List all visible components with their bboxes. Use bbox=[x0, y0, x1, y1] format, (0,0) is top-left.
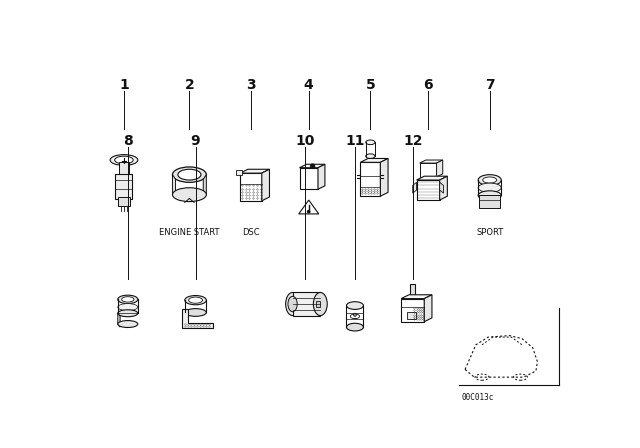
Bar bbox=[118, 197, 130, 206]
Text: 12: 12 bbox=[403, 134, 422, 148]
Polygon shape bbox=[182, 310, 212, 328]
Polygon shape bbox=[440, 182, 444, 193]
Ellipse shape bbox=[346, 302, 364, 310]
Ellipse shape bbox=[118, 310, 138, 317]
Text: 4: 4 bbox=[304, 78, 314, 91]
Text: 11: 11 bbox=[345, 134, 365, 148]
Ellipse shape bbox=[285, 293, 300, 315]
Ellipse shape bbox=[172, 188, 206, 202]
Polygon shape bbox=[262, 169, 269, 201]
Bar bbox=[479, 195, 500, 208]
Polygon shape bbox=[360, 162, 380, 196]
Polygon shape bbox=[380, 159, 388, 196]
Ellipse shape bbox=[178, 169, 201, 180]
Text: 5: 5 bbox=[365, 78, 375, 91]
Ellipse shape bbox=[314, 293, 327, 315]
Text: 10: 10 bbox=[295, 134, 315, 148]
Ellipse shape bbox=[118, 304, 138, 310]
Ellipse shape bbox=[172, 167, 206, 182]
Ellipse shape bbox=[346, 323, 364, 331]
Ellipse shape bbox=[365, 154, 375, 159]
Polygon shape bbox=[172, 175, 175, 198]
Polygon shape bbox=[417, 176, 447, 180]
Ellipse shape bbox=[122, 297, 134, 302]
Ellipse shape bbox=[110, 155, 138, 165]
Ellipse shape bbox=[118, 321, 138, 327]
Ellipse shape bbox=[288, 296, 297, 312]
Bar bbox=[236, 170, 242, 175]
Ellipse shape bbox=[475, 374, 489, 380]
Bar bbox=[406, 312, 416, 319]
Bar bbox=[118, 162, 129, 176]
Polygon shape bbox=[118, 313, 120, 327]
Text: 7: 7 bbox=[485, 78, 495, 91]
Circle shape bbox=[310, 164, 315, 168]
Polygon shape bbox=[401, 299, 424, 322]
Ellipse shape bbox=[478, 183, 501, 192]
Bar bbox=[410, 284, 415, 298]
Polygon shape bbox=[417, 180, 440, 200]
Polygon shape bbox=[436, 160, 443, 177]
Polygon shape bbox=[420, 163, 436, 177]
Ellipse shape bbox=[118, 295, 138, 304]
Polygon shape bbox=[424, 295, 432, 322]
Polygon shape bbox=[300, 168, 318, 189]
Text: 6: 6 bbox=[423, 78, 433, 91]
Ellipse shape bbox=[115, 156, 133, 164]
Bar bbox=[316, 301, 320, 307]
Ellipse shape bbox=[185, 309, 206, 316]
Polygon shape bbox=[360, 159, 388, 162]
Ellipse shape bbox=[189, 297, 202, 303]
Text: ENGINE START: ENGINE START bbox=[159, 228, 220, 237]
Text: SPORT: SPORT bbox=[476, 228, 503, 237]
Polygon shape bbox=[440, 176, 447, 200]
Ellipse shape bbox=[185, 296, 206, 305]
Polygon shape bbox=[204, 175, 206, 198]
Polygon shape bbox=[240, 169, 269, 173]
Text: 8: 8 bbox=[123, 134, 132, 148]
Polygon shape bbox=[300, 164, 325, 168]
Ellipse shape bbox=[365, 140, 375, 145]
Ellipse shape bbox=[478, 175, 501, 185]
Ellipse shape bbox=[350, 314, 360, 319]
Polygon shape bbox=[318, 164, 325, 189]
Polygon shape bbox=[413, 182, 417, 193]
Polygon shape bbox=[240, 173, 262, 201]
Polygon shape bbox=[420, 160, 443, 163]
Polygon shape bbox=[401, 295, 432, 299]
Text: 9: 9 bbox=[191, 134, 200, 148]
Text: DSC: DSC bbox=[242, 228, 260, 237]
Polygon shape bbox=[292, 293, 320, 315]
Bar bbox=[115, 174, 132, 198]
Text: 1: 1 bbox=[119, 78, 129, 91]
Text: 3: 3 bbox=[246, 78, 256, 91]
Circle shape bbox=[353, 313, 356, 316]
Polygon shape bbox=[299, 200, 319, 214]
Text: 2: 2 bbox=[184, 78, 195, 91]
Circle shape bbox=[308, 211, 310, 213]
Ellipse shape bbox=[483, 177, 497, 183]
Ellipse shape bbox=[478, 191, 501, 200]
Ellipse shape bbox=[513, 374, 527, 380]
Text: 00C013c: 00C013c bbox=[462, 392, 494, 401]
